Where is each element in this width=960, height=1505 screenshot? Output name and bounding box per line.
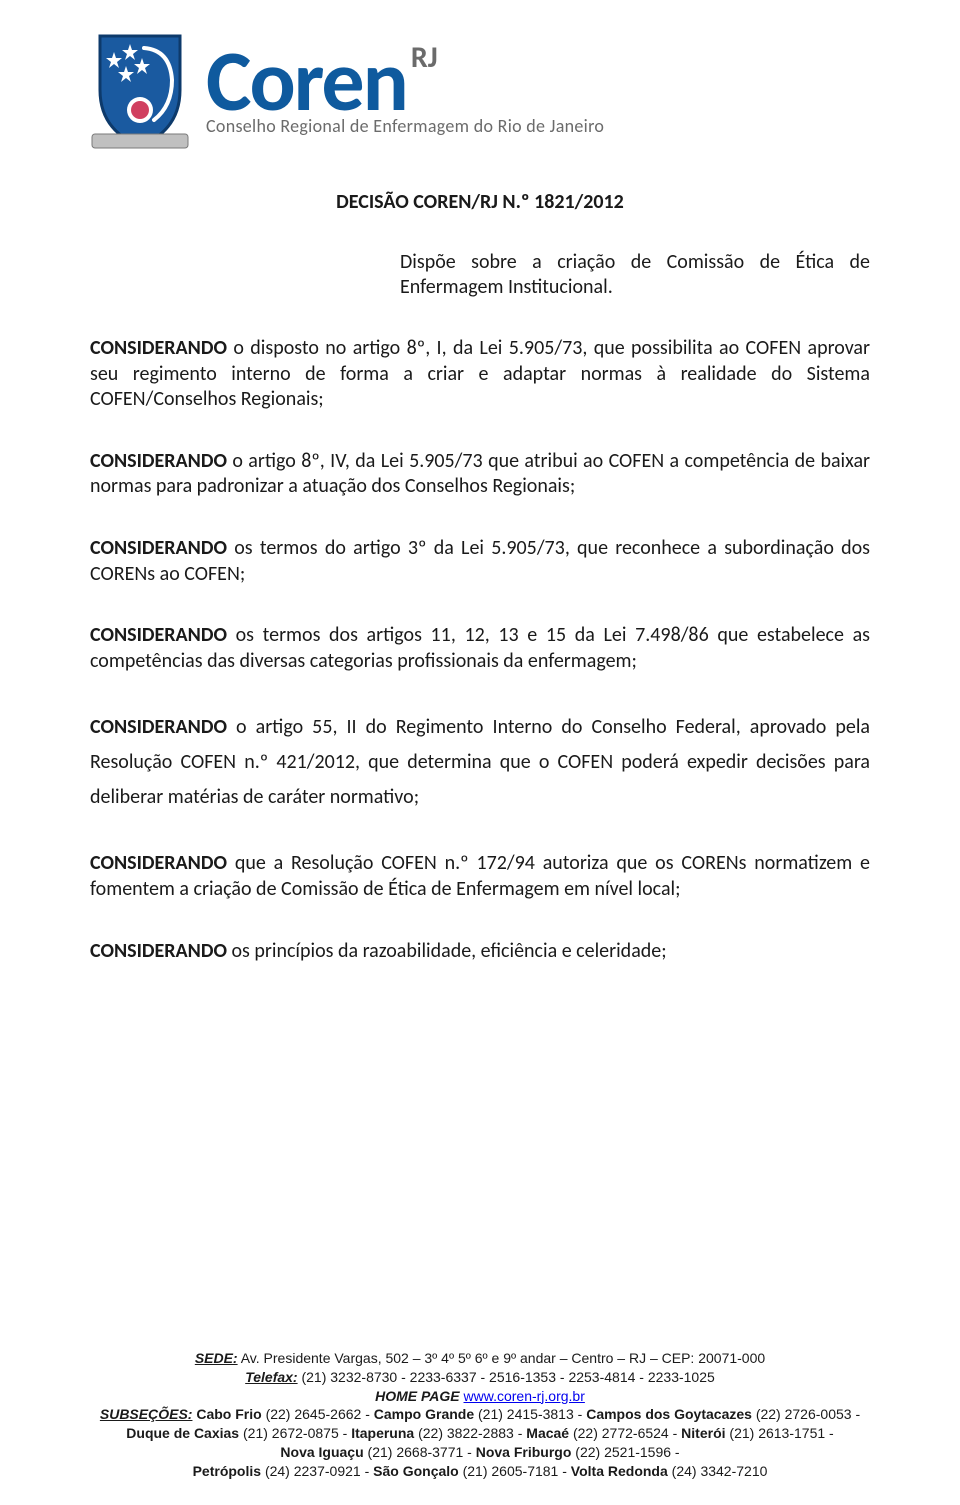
footer-subsecoes-line1: SUBSEÇÕES: Cabo Frio (22) 2645-2662 - Ca… xyxy=(60,1405,900,1424)
footer-sub-petropolis-num: (24) 2237-0921 - xyxy=(261,1463,373,1479)
footer-subsecoes-line3: Nova Iguaçu (21) 2668-3771 - Nova Fribur… xyxy=(60,1443,900,1462)
considerando-2: CONSIDERANDO o artigo 8º, IV, da Lei 5.9… xyxy=(90,449,870,500)
considerando-1: CONSIDERANDO o disposto no artigo 8º, I,… xyxy=(90,336,870,413)
footer-sede-label: SEDE: xyxy=(195,1350,238,1366)
footer-sub-itaperuna: Itaperuna xyxy=(351,1425,414,1441)
footer-sub-campogrande: Campo Grande xyxy=(374,1406,474,1422)
brand-subtitle: Conselho Regional de Enfermagem do Rio d… xyxy=(206,115,604,137)
footer-subsecoes-line2: Duque de Caxias (21) 2672-0875 - Itaperu… xyxy=(60,1424,900,1443)
considerando-4-label: CONSIDERANDO xyxy=(90,623,227,647)
considerando-1-label: CONSIDERANDO xyxy=(90,336,227,360)
footer-telefax-line: Telefax: (21) 3232-8730 - 2233-6337 - 25… xyxy=(60,1368,900,1387)
footer-sub-saogoncalo: São Gonçalo xyxy=(373,1463,459,1479)
footer-homepage-label: HOME PAGE xyxy=(375,1388,460,1404)
footer-sub-macae-num: (22) 2772-6524 - xyxy=(569,1425,681,1441)
considerando-3-label: CONSIDERANDO xyxy=(90,536,227,560)
footer-sub-voltaredonda: Volta Redonda xyxy=(571,1463,668,1479)
footer-sub-novaiguacu-num: (21) 2668-3771 - xyxy=(364,1444,476,1460)
footer-sede-addr: Av. Presidente Vargas, 502 – 3º 4º 5º 6º… xyxy=(238,1350,766,1366)
preamble-dispone: Dispõe sobre a criação de Comissão de Ét… xyxy=(400,250,870,300)
considerando-4: CONSIDERANDO os termos dos artigos 11, 1… xyxy=(90,623,870,674)
considerando-5: CONSIDERANDO o artigo 55, II do Regiment… xyxy=(90,710,870,815)
footer-sub-petropolis: Petrópolis xyxy=(193,1463,261,1479)
considerando-7-text: os princípios da razoabilidade, eficiênc… xyxy=(227,939,667,963)
footer-sub-voltaredonda-num: (24) 3342-7210 xyxy=(668,1463,768,1479)
document-title: DECISÃO COREN/RJ N.º 1821/2012 xyxy=(90,190,870,214)
considerando-6-label: CONSIDERANDO xyxy=(90,851,227,875)
considerando-2-label: CONSIDERANDO xyxy=(90,449,227,473)
footer-telefax-label: Telefax: xyxy=(245,1369,297,1385)
considerando-3: CONSIDERANDO os termos do artigo 3º da L… xyxy=(90,536,870,587)
considerando-5-label: CONSIDERANDO xyxy=(90,715,227,739)
footer-sub-novaiguacu: Nova Iguaçu xyxy=(280,1444,363,1460)
footer-subsecoes-line4: Petrópolis (24) 2237-0921 - São Gonçalo … xyxy=(60,1462,900,1481)
footer-sub-cabofrio-num: (22) 2645-2662 - xyxy=(262,1406,374,1422)
footer-sub-novafriburgo: Nova Friburgo xyxy=(476,1444,572,1460)
footer-sub-duque: Duque de Caxias xyxy=(126,1425,239,1441)
footer-homepage-link[interactable]: www.coren-rj.org.br xyxy=(464,1388,585,1404)
footer-sub-macae: Macaé xyxy=(526,1425,569,1441)
footer-sub-campos-num: (22) 2726-0053 - xyxy=(752,1406,860,1422)
letterhead-footer: SEDE: Av. Presidente Vargas, 502 – 3º 4º… xyxy=(0,1349,960,1481)
footer-sub-saogoncalo-num: (21) 2605-7181 - xyxy=(459,1463,571,1479)
footer-sub-duque-num: (21) 2672-0875 - xyxy=(239,1425,351,1441)
shield-emblem-icon xyxy=(90,30,190,150)
footer-sub-niteroi: Niterói xyxy=(681,1425,725,1441)
footer-sub-itaperuna-num: (22) 3822-2883 - xyxy=(414,1425,526,1441)
footer-homepage-line: HOME PAGE www.coren-rj.org.br xyxy=(60,1387,900,1406)
considerando-7: CONSIDERANDO os princípios da razoabilid… xyxy=(90,939,870,965)
footer-sub-novafriburgo-num: (22) 2521-1596 - xyxy=(571,1444,679,1460)
considerando-6: CONSIDERANDO que a Resolução COFEN n.º 1… xyxy=(90,851,870,902)
footer-sub-campogrande-num: (21) 2415-3813 - xyxy=(474,1406,586,1422)
footer-sub-campos: Campos dos Goytacazes xyxy=(586,1406,752,1422)
footer-telefax-nums: (21) 3232-8730 - 2233-6337 - 2516-1353 -… xyxy=(298,1369,715,1385)
brand-rj-badge: RJ xyxy=(411,39,438,76)
brand-name: Coren xyxy=(206,43,407,120)
footer-sub-cabofrio: Cabo Frio xyxy=(196,1406,261,1422)
footer-sub-label: SUBSEÇÕES: xyxy=(100,1406,193,1422)
considerando-7-label: CONSIDERANDO xyxy=(90,939,227,963)
footer-sub-niteroi-num: (21) 2613-1751 - xyxy=(726,1425,834,1441)
letterhead-logo: Coren RJ Conselho Regional de Enfermagem… xyxy=(90,30,870,150)
footer-sede-line: SEDE: Av. Presidente Vargas, 502 – 3º 4º… xyxy=(60,1349,900,1368)
